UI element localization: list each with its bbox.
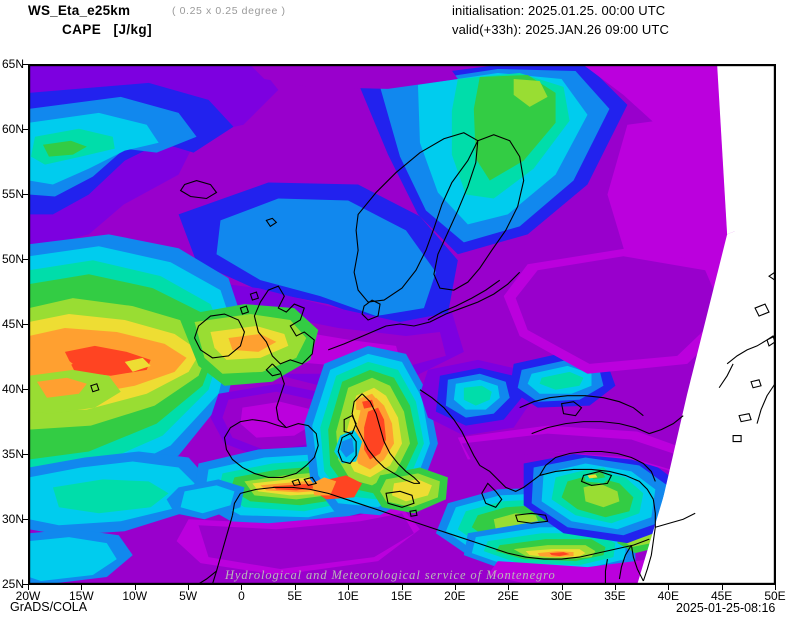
- longitude-tick-label: 5E: [287, 589, 303, 603]
- coastlines: [90, 132, 775, 584]
- latitude-tick-mark: [23, 324, 28, 325]
- latitude-tick-label: 60N: [1, 122, 24, 136]
- out-of-domain-mask: [637, 65, 775, 584]
- plot-border: [29, 65, 775, 584]
- longitude-tick-label: 20W: [15, 589, 41, 603]
- longitude-tick-mark: [295, 585, 296, 590]
- initialisation-time-label: initialisation: 2025.01.25. 00:00 UTC: [452, 3, 666, 18]
- latitude-tick-label: 55N: [1, 187, 24, 201]
- latitude-tick-mark: [23, 259, 28, 260]
- longitude-tick-label: 15E: [390, 589, 413, 603]
- model-name-label: WS_Eta_e25km: [28, 3, 131, 18]
- longitude-tick-mark: [241, 585, 242, 590]
- longitude-tick-label: 25E: [497, 589, 519, 603]
- latitude-tick-mark: [23, 64, 28, 65]
- longitude-tick-mark: [135, 585, 136, 590]
- longitude-tick-label: 0: [238, 589, 245, 603]
- latitude-tick-mark: [23, 584, 28, 585]
- latitude-tick-label: 45N: [1, 317, 24, 331]
- longitude-tick-label: 50E: [764, 589, 786, 603]
- longitude-tick-label: 45E: [710, 589, 733, 603]
- latitude-tick-mark: [23, 194, 28, 195]
- longitude-tick-label: 10E: [337, 589, 359, 603]
- grads-engine-label: GrADS/COLA: [10, 600, 88, 614]
- longitude-tick-mark: [188, 585, 189, 590]
- longitude-tick-label: 15W: [69, 589, 94, 603]
- longitude-tick-label: 20E: [444, 589, 466, 603]
- longitude-tick-mark: [668, 585, 669, 590]
- longitude-tick-mark: [562, 585, 563, 590]
- latitude-tick-label: 30N: [1, 512, 24, 526]
- longitude-tick-label: 35E: [604, 589, 626, 603]
- longitude-tick-mark: [402, 585, 403, 590]
- latitude-tick-mark: [23, 389, 28, 390]
- longitude-tick-mark: [722, 585, 723, 590]
- longitude-tick-mark: [28, 585, 29, 590]
- latitude-tick-mark: [23, 519, 28, 520]
- longitude-tick-label: 30E: [550, 589, 573, 603]
- longitude-tick-mark: [81, 585, 82, 590]
- field-contours-iberia-plume: [29, 234, 319, 584]
- latitude-tick-label: 65N: [1, 57, 24, 71]
- latitude-tick-label: 25N: [1, 577, 24, 591]
- latitude-tick-mark: [23, 129, 28, 130]
- longitude-tick-mark: [615, 585, 616, 590]
- valid-time-label: valid(+33h): 2025.JAN.26 09:00 UTC: [452, 22, 669, 37]
- longitude-tick-mark: [455, 585, 456, 590]
- latitude-tick-label: 40N: [1, 382, 24, 396]
- cape-contour-map: [28, 64, 776, 585]
- longitude-tick-label: 40E: [657, 589, 679, 603]
- latitude-tick-label: 50N: [1, 252, 24, 266]
- variable-label: CAPE [J/kg]: [62, 22, 152, 37]
- longitude-tick-mark: [348, 585, 349, 590]
- field-contours-levant: [523, 451, 680, 544]
- latitude-tick-label: 35N: [1, 447, 24, 461]
- render-timestamp-label: 2025-01-25-08:16: [676, 601, 776, 615]
- longitude-tick-label: 10W: [122, 589, 148, 603]
- longitude-tick-mark: [775, 585, 776, 590]
- model-resolution-label: ( 0.25 x 0.25 degree ): [172, 5, 286, 17]
- longitude-tick-mark: [508, 585, 509, 590]
- field-contours-libya: [463, 519, 664, 574]
- latitude-tick-mark: [23, 454, 28, 455]
- map-canvas: [29, 65, 775, 584]
- longitude-tick-label: 5W: [179, 589, 198, 603]
